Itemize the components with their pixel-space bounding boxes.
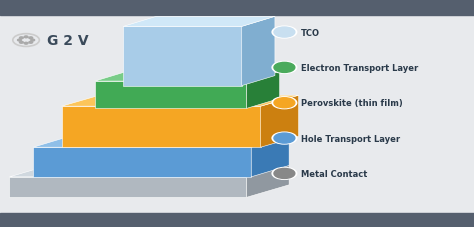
Bar bbox=[0, 0, 474, 16]
Circle shape bbox=[274, 28, 295, 38]
Circle shape bbox=[272, 168, 297, 180]
Polygon shape bbox=[33, 136, 289, 148]
Circle shape bbox=[272, 133, 297, 144]
Polygon shape bbox=[9, 177, 246, 197]
Polygon shape bbox=[242, 17, 275, 86]
Polygon shape bbox=[123, 17, 275, 27]
Circle shape bbox=[24, 37, 28, 39]
Polygon shape bbox=[246, 72, 280, 109]
Polygon shape bbox=[9, 165, 289, 177]
Polygon shape bbox=[62, 96, 299, 107]
Polygon shape bbox=[123, 27, 242, 86]
Circle shape bbox=[274, 133, 295, 143]
Circle shape bbox=[29, 38, 33, 39]
Circle shape bbox=[19, 38, 23, 39]
Circle shape bbox=[272, 62, 297, 74]
Text: TCO: TCO bbox=[301, 28, 320, 37]
Text: G 2 V: G 2 V bbox=[47, 34, 89, 48]
Text: Perovskite (thin film): Perovskite (thin film) bbox=[301, 99, 403, 108]
Polygon shape bbox=[246, 165, 289, 197]
Circle shape bbox=[29, 42, 33, 44]
Polygon shape bbox=[95, 72, 280, 82]
Polygon shape bbox=[62, 107, 261, 148]
Text: Electron Transport Layer: Electron Transport Layer bbox=[301, 64, 418, 73]
Circle shape bbox=[272, 27, 297, 39]
Polygon shape bbox=[261, 96, 299, 148]
Circle shape bbox=[272, 97, 297, 109]
Bar bbox=[0, 213, 474, 227]
Circle shape bbox=[31, 40, 35, 42]
Circle shape bbox=[274, 63, 295, 73]
Circle shape bbox=[19, 42, 23, 44]
Text: Hole Transport Layer: Hole Transport Layer bbox=[301, 134, 400, 143]
Text: Metal Contact: Metal Contact bbox=[301, 169, 367, 178]
Circle shape bbox=[274, 98, 295, 108]
Circle shape bbox=[24, 43, 28, 45]
Circle shape bbox=[18, 40, 21, 42]
Circle shape bbox=[274, 169, 295, 179]
Polygon shape bbox=[95, 82, 246, 109]
Polygon shape bbox=[251, 136, 289, 177]
Polygon shape bbox=[33, 148, 251, 177]
